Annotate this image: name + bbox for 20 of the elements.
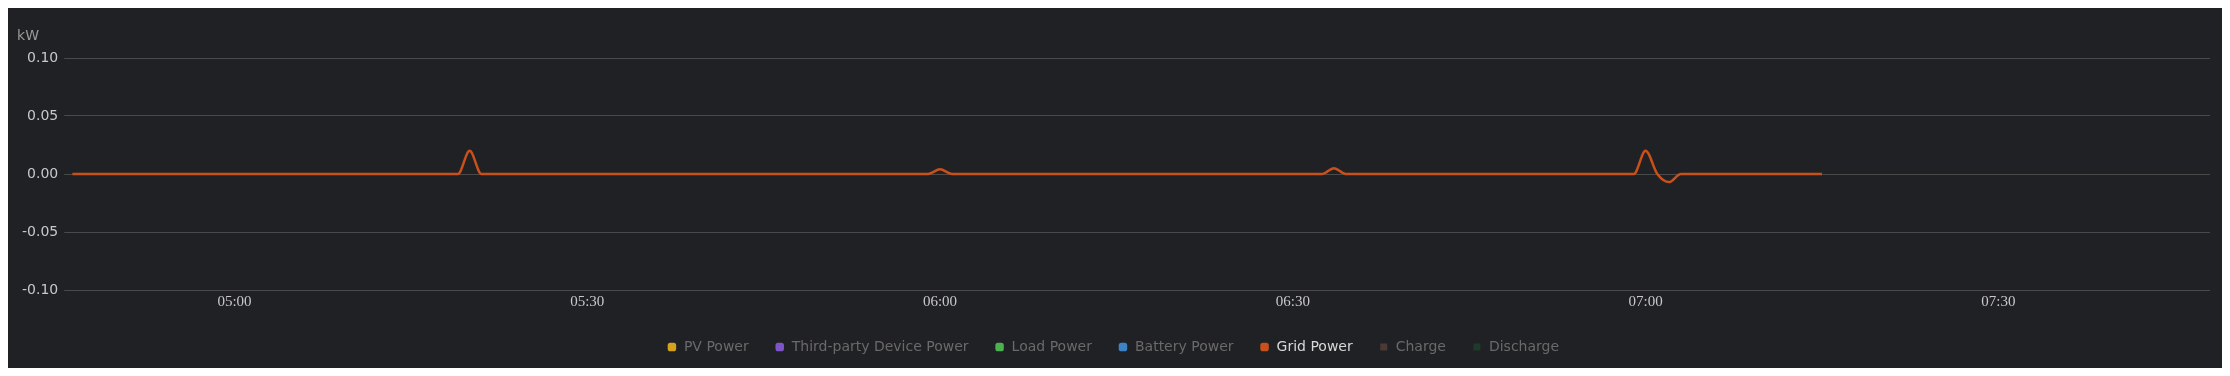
legend-label: Third-party Device Power — [790, 337, 969, 354]
legend-label: Charge — [1395, 337, 1446, 354]
x-tick-label: 06:00 — [922, 292, 958, 309]
legend-label: Load Power — [1011, 337, 1093, 354]
line-series — [72, 149, 1824, 184]
legend-label: Battery Power — [1134, 337, 1234, 354]
x-tick-label: 05:30 — [570, 292, 605, 309]
x-tick-label: 07:00 — [1628, 292, 1663, 309]
x-tick-label: 07:30 — [1981, 292, 2016, 309]
x-tick-label: 05:00 — [217, 292, 252, 309]
x-tick-label: 06:30 — [1275, 292, 1310, 309]
y-tick-label: 0.10 — [27, 48, 59, 65]
legend-label: PV Power — [683, 337, 749, 354]
y-axis-title: kW — [17, 26, 40, 43]
y-tick-label: 0.00 — [27, 164, 59, 181]
legend-label: Discharge — [1488, 337, 1560, 354]
legend-label: Grid Power — [1276, 337, 1353, 354]
y-tick-label: 0.05 — [27, 106, 59, 123]
y-tick-label: -0.05 — [21, 222, 59, 239]
y-tick-label: -0.10 — [21, 280, 59, 297]
